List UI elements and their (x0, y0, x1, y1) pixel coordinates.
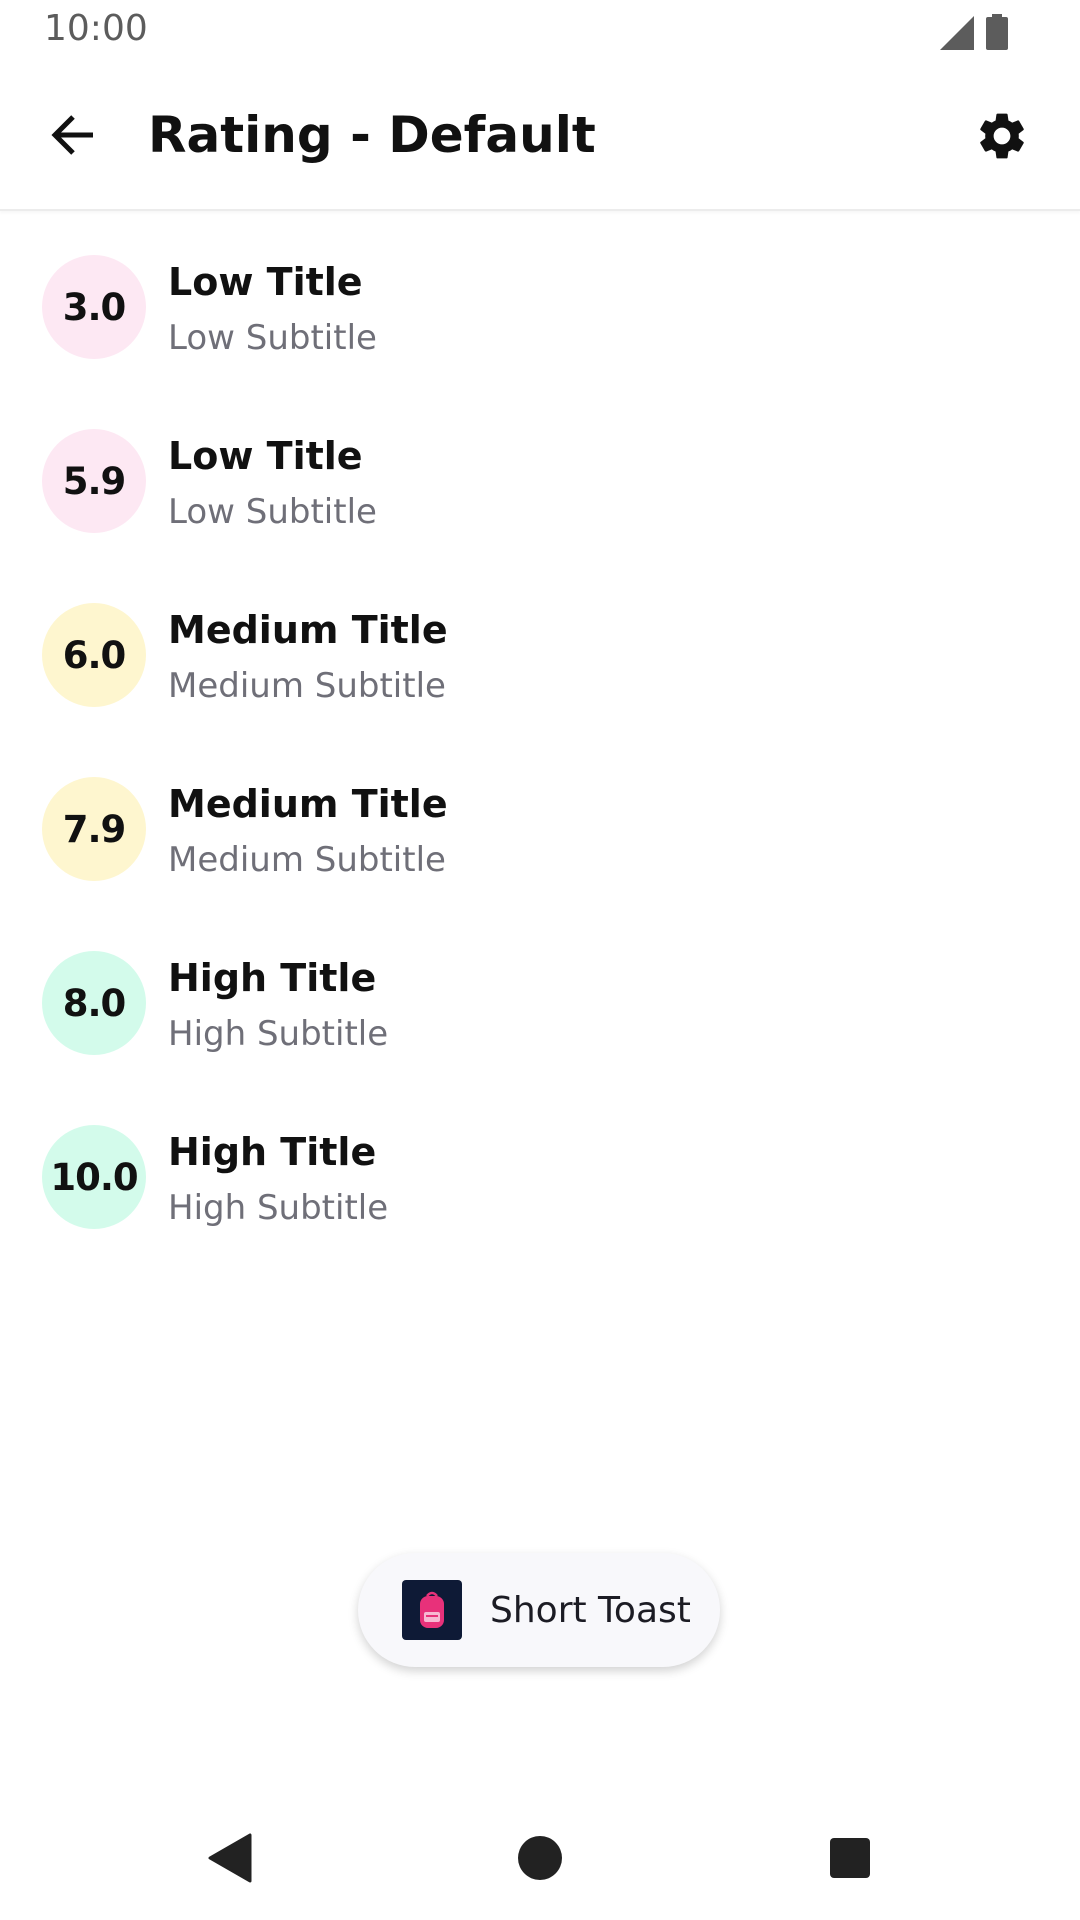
item-subtitle: Low Subtitle (168, 318, 377, 358)
recents-square-icon (829, 1837, 871, 1883)
item-title: Medium Title (168, 782, 448, 826)
item-title: Low Title (168, 260, 363, 304)
item-subtitle: Medium Subtitle (168, 666, 446, 706)
backpack-icon (402, 1580, 462, 1640)
system-nav-bar (0, 1800, 1080, 1920)
app-bar: Rating - Default (0, 62, 1080, 211)
nav-recents-button[interactable] (820, 1830, 880, 1890)
item-title: High Title (168, 956, 377, 1000)
page-title: Rating - Default (148, 106, 596, 164)
item-subtitle: Low Subtitle (168, 492, 377, 532)
toast: Short Toast (358, 1553, 720, 1667)
status-icons (940, 14, 1008, 54)
home-circle-icon (517, 1835, 563, 1885)
item-title: High Title (168, 1130, 377, 1174)
item-subtitle: High Subtitle (168, 1014, 389, 1054)
list-item[interactable]: 5.9 Low Title Low Subtitle (0, 384, 1080, 558)
settings-button[interactable] (968, 104, 1036, 172)
list-item[interactable]: 7.9 Medium Title Medium Subtitle (0, 732, 1080, 906)
rating-list: 3.0 Low Title Low Subtitle 5.9 Low Title… (0, 210, 1080, 1254)
cellular-signal-icon (940, 16, 974, 54)
status-bar: 10:00 (0, 0, 1080, 62)
list-item[interactable]: 8.0 High Title High Subtitle (0, 906, 1080, 1080)
toast-text: Short Toast (490, 1589, 691, 1631)
rating-badge: 5.9 (42, 429, 146, 533)
list-item[interactable]: 10.0 High Title High Subtitle (0, 1080, 1080, 1254)
battery-icon (986, 14, 1008, 54)
gear-icon (974, 108, 1030, 168)
arrow-back-icon (49, 111, 97, 163)
back-triangle-icon (208, 1833, 252, 1887)
list-item[interactable]: 6.0 Medium Title Medium Subtitle (0, 558, 1080, 732)
item-title: Low Title (168, 434, 363, 478)
status-time: 10:00 (44, 8, 148, 49)
rating-badge: 8.0 (42, 951, 146, 1055)
rating-badge: 6.0 (42, 603, 146, 707)
rating-badge: 3.0 (42, 255, 146, 359)
item-subtitle: Medium Subtitle (168, 840, 446, 880)
back-button[interactable] (38, 102, 108, 172)
rating-badge: 7.9 (42, 777, 146, 881)
item-title: Medium Title (168, 608, 448, 652)
item-subtitle: High Subtitle (168, 1188, 389, 1228)
rating-badge: 10.0 (42, 1125, 146, 1229)
list-item[interactable]: 3.0 Low Title Low Subtitle (0, 210, 1080, 384)
nav-back-button[interactable] (200, 1830, 260, 1890)
nav-home-button[interactable] (510, 1830, 570, 1890)
